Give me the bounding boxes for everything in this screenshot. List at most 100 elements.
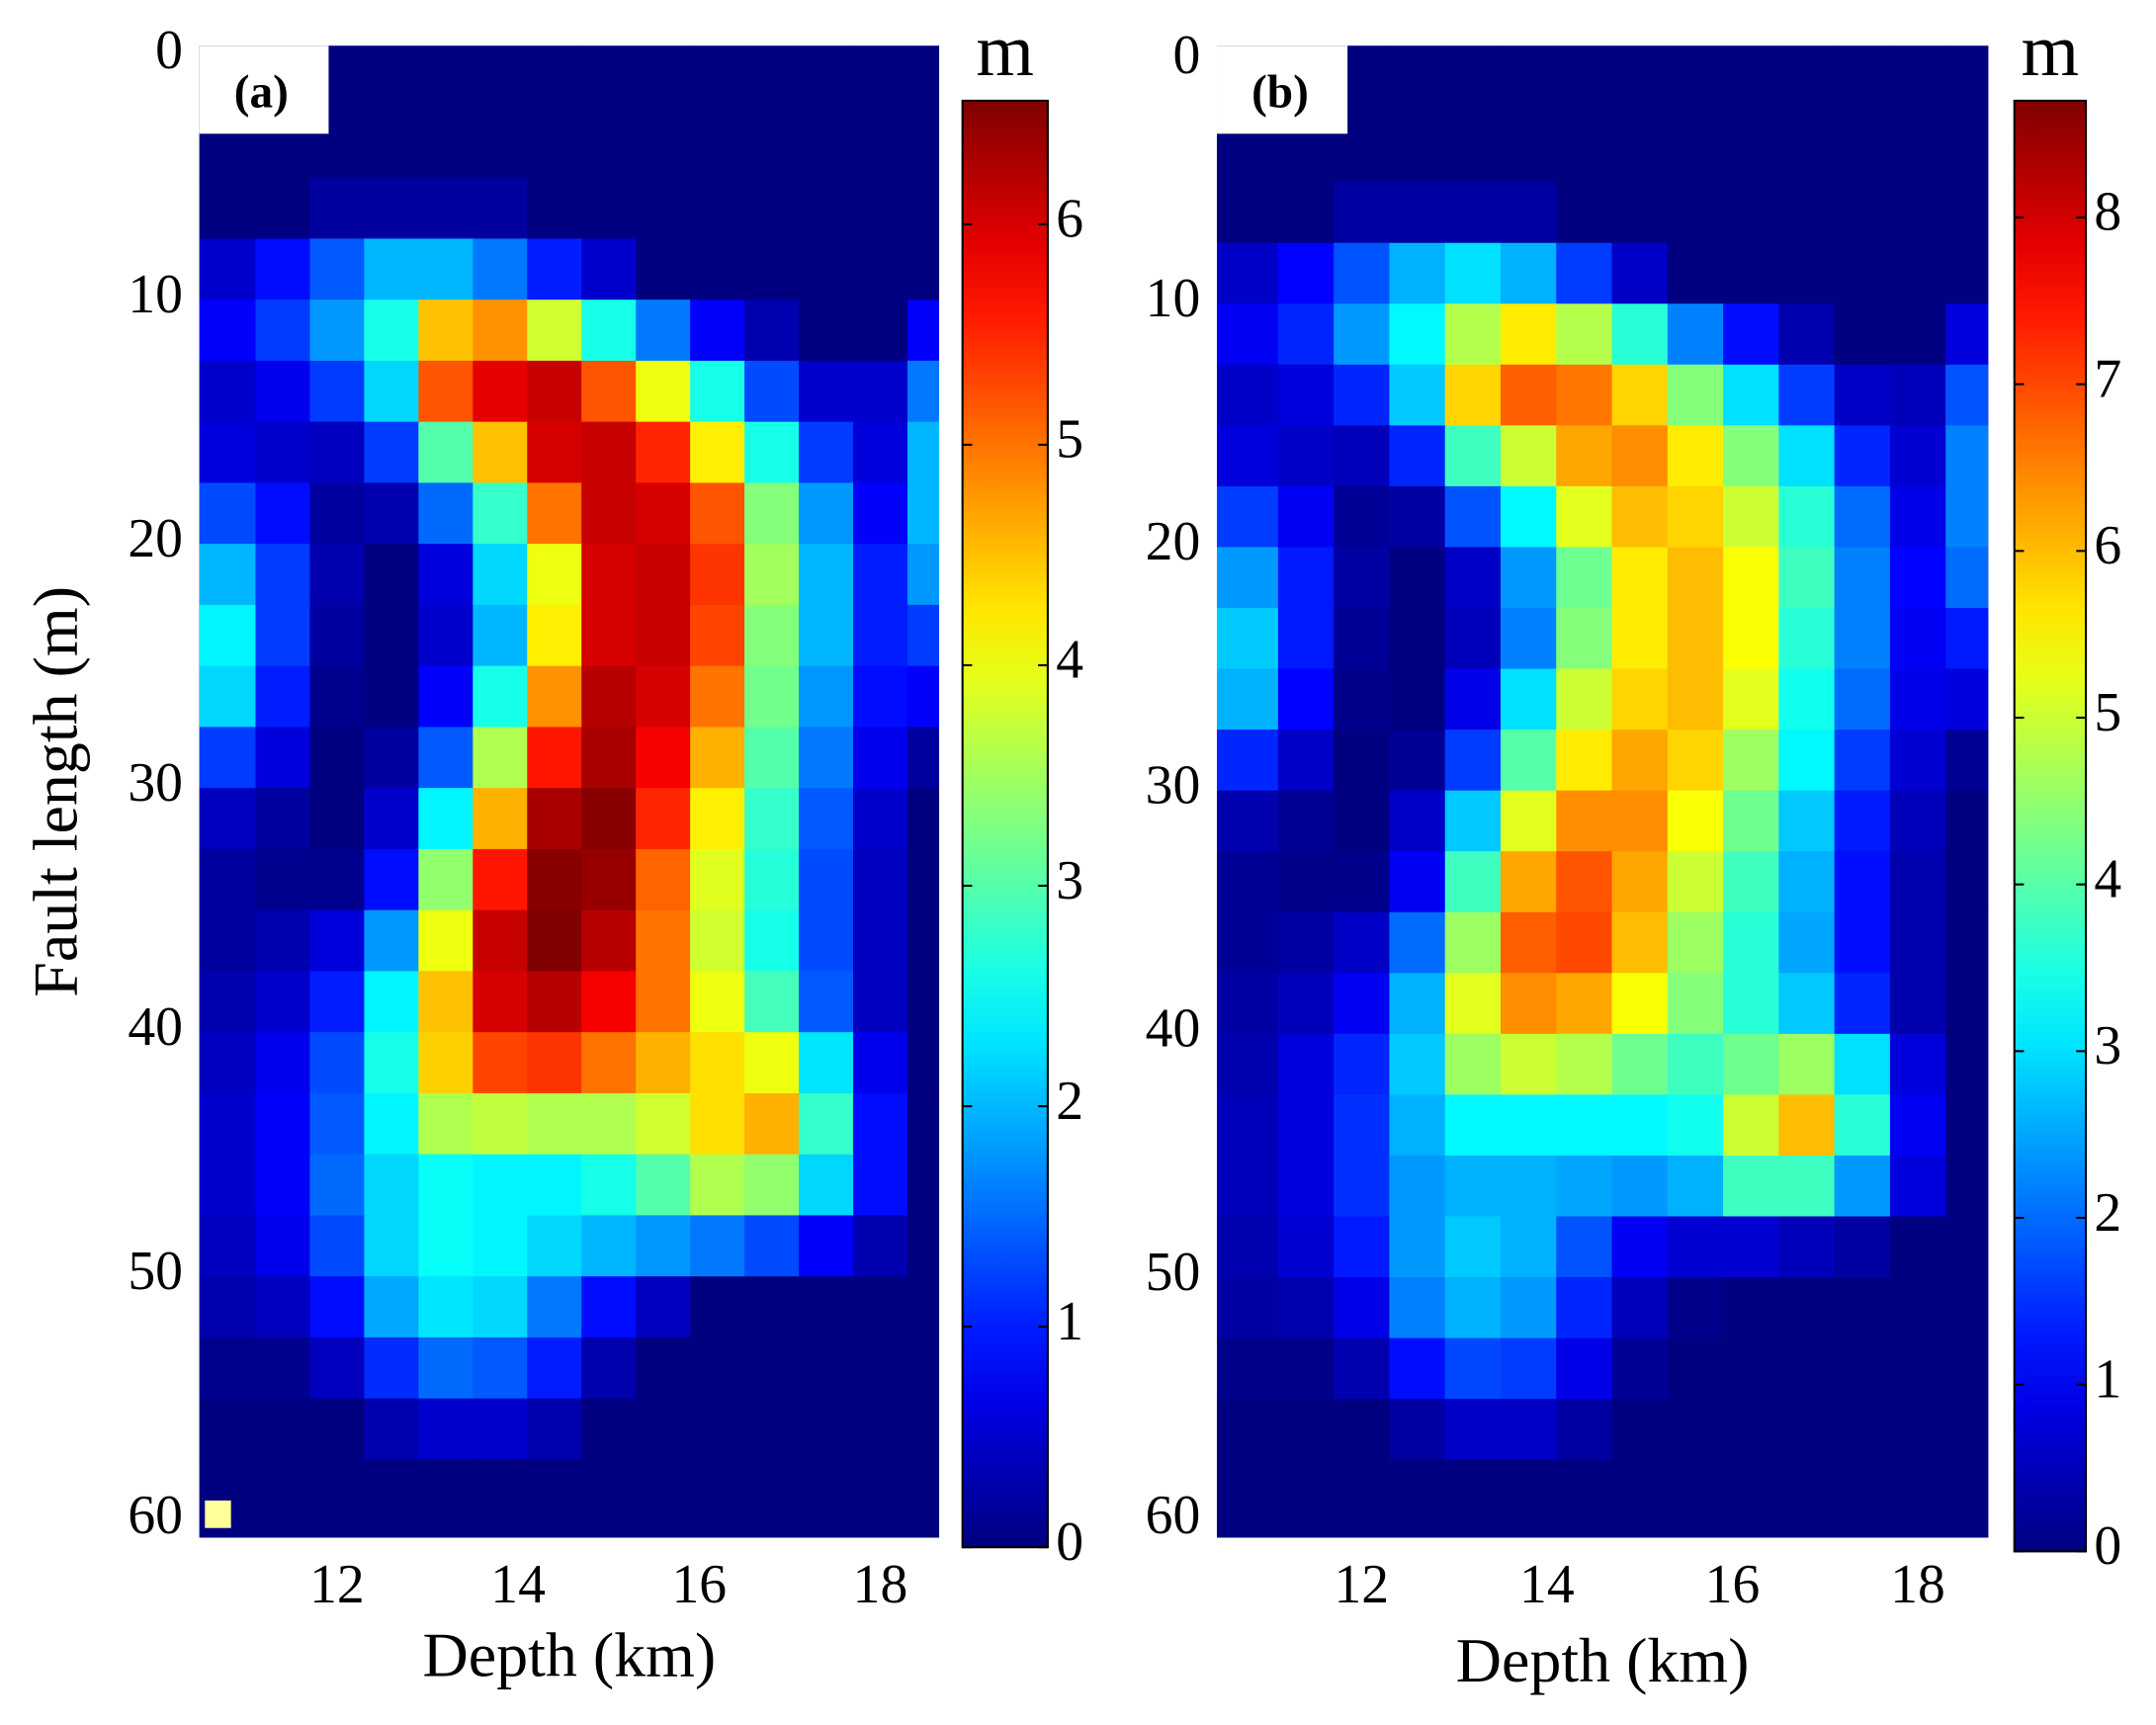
cell <box>1611 364 1669 427</box>
cell <box>364 1215 420 1277</box>
cell <box>1444 182 1502 244</box>
cell <box>364 1154 420 1217</box>
cell <box>1611 1033 1669 1096</box>
cell <box>1778 1459 1836 1538</box>
cell <box>255 1215 311 1277</box>
colorbar-tick-label: 5 <box>1056 409 1083 471</box>
cell <box>1444 1155 1502 1218</box>
cell <box>255 727 311 789</box>
cell <box>1889 1337 1946 1400</box>
cell <box>906 1032 940 1094</box>
cell <box>852 1276 908 1338</box>
cell <box>852 1154 908 1217</box>
cell <box>1334 1094 1391 1157</box>
cell <box>309 1337 366 1400</box>
cell <box>1834 364 1891 427</box>
cell <box>527 1154 582 1217</box>
cell <box>799 1215 854 1277</box>
cell <box>581 788 637 850</box>
cell <box>1723 121 1780 183</box>
cell <box>636 360 691 423</box>
cell <box>581 1459 637 1538</box>
cell <box>744 1032 800 1094</box>
cell <box>1723 425 1780 487</box>
y-tick-label: 60 <box>1146 1485 1201 1546</box>
cell <box>1216 1033 1279 1096</box>
cell <box>1389 1337 1446 1400</box>
cell <box>690 788 745 850</box>
cell <box>1723 790 1780 852</box>
cell <box>309 1154 366 1217</box>
cell <box>852 177 908 240</box>
cell <box>906 1215 940 1277</box>
cell <box>1277 1216 1335 1278</box>
cell <box>1556 121 1613 183</box>
cell <box>418 45 474 118</box>
cell <box>527 177 582 240</box>
cell <box>852 1459 908 1538</box>
cell <box>473 1092 528 1156</box>
cell <box>1723 851 1780 913</box>
cell <box>1389 1399 1446 1461</box>
cell <box>1667 1277 1724 1339</box>
cell <box>199 1337 257 1400</box>
cell <box>690 177 745 240</box>
cell <box>1834 730 1891 792</box>
cell <box>527 1337 582 1400</box>
cell <box>581 544 637 606</box>
cell <box>1216 485 1279 549</box>
y-tick-label: 30 <box>1146 754 1201 816</box>
cell <box>418 1276 474 1338</box>
cell <box>1667 973 1724 1035</box>
cell <box>906 544 940 606</box>
cell <box>1723 1337 1780 1400</box>
cell <box>364 360 420 423</box>
cell <box>744 238 800 301</box>
colorbar-tick-label: 1 <box>1056 1291 1083 1352</box>
cell <box>1500 851 1557 913</box>
cell <box>1500 1155 1557 1218</box>
cell <box>581 909 637 973</box>
cell <box>690 1337 745 1400</box>
cell <box>636 727 691 789</box>
cell <box>636 1154 691 1217</box>
cell <box>581 1398 637 1461</box>
cell <box>199 421 257 484</box>
cell <box>473 1276 528 1338</box>
cell <box>1500 790 1557 852</box>
cell <box>1500 1033 1557 1096</box>
cell <box>581 421 637 484</box>
cell <box>1945 1094 1989 1157</box>
cell <box>690 544 745 606</box>
cell <box>1334 303 1391 366</box>
y-tick-label: 60 <box>128 1485 183 1546</box>
cell <box>906 727 940 789</box>
cell <box>527 909 582 973</box>
cell <box>1500 973 1557 1035</box>
cells <box>199 45 940 1538</box>
colorbar-tick-label: 2 <box>1056 1071 1083 1132</box>
cell <box>418 1459 474 1538</box>
cell <box>527 116 582 179</box>
cell <box>418 482 474 545</box>
cell <box>636 848 691 911</box>
cell <box>1556 547 1613 609</box>
cell <box>527 971 582 1033</box>
cell <box>906 604 940 667</box>
cell <box>581 848 637 911</box>
cell <box>581 1276 637 1338</box>
cell <box>473 1398 528 1461</box>
cell <box>199 665 257 729</box>
cell <box>799 1276 854 1338</box>
cell <box>636 1092 691 1156</box>
cell <box>1667 1216 1724 1278</box>
cell <box>1723 45 1780 123</box>
cell <box>690 360 745 423</box>
cell <box>1723 485 1780 549</box>
cell <box>1889 607 1946 670</box>
cell <box>1889 1277 1946 1339</box>
cell <box>581 604 637 667</box>
cell <box>636 788 691 850</box>
cell <box>473 544 528 606</box>
cell <box>364 177 420 240</box>
